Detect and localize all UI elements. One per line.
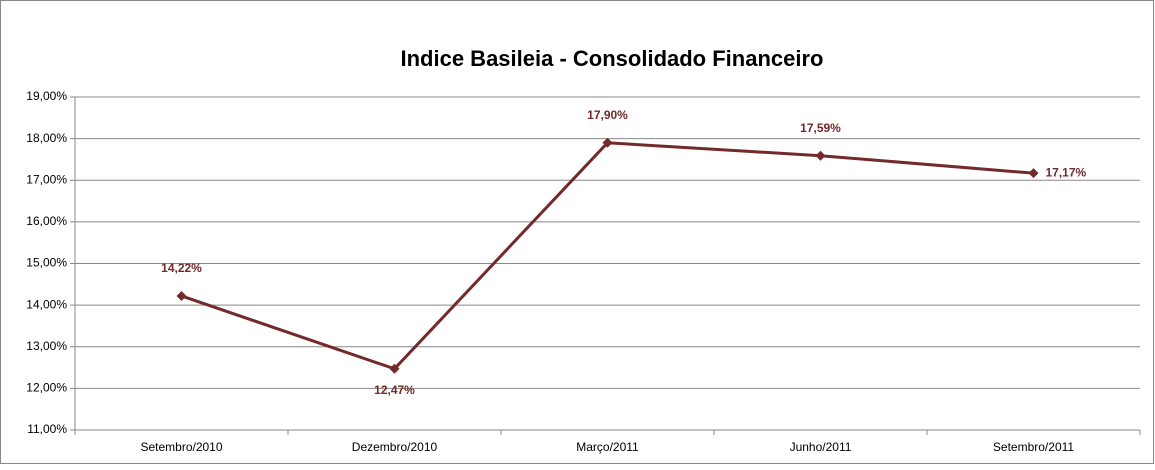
y-tick-label: 17,00% <box>26 172 67 186</box>
y-tick-label: 15,00% <box>26 256 67 270</box>
marker <box>815 150 826 161</box>
y-tick-label: 13,00% <box>26 339 67 353</box>
y-tick-label: 19,00% <box>26 89 67 103</box>
marker <box>389 363 400 374</box>
data-label: 17,17% <box>1046 165 1087 179</box>
data-label: 17,59% <box>800 121 841 135</box>
data-label: 14,22% <box>161 261 202 275</box>
y-tick-label: 12,00% <box>26 381 67 395</box>
x-tick-label: Setembro/2011 <box>993 440 1074 454</box>
x-tick-label: Setembro/2010 <box>140 440 222 454</box>
marker <box>602 137 613 148</box>
y-tick-label: 18,00% <box>26 131 67 145</box>
marker <box>1028 168 1039 179</box>
chart-title: Indice Basileia - Consolidado Financeiro <box>401 46 824 71</box>
x-tick-label: Junho/2011 <box>790 440 852 454</box>
y-tick-label: 14,00% <box>26 297 67 311</box>
marker <box>176 290 187 301</box>
x-tick-label: Dezembro/2010 <box>352 440 438 454</box>
data-label: 17,90% <box>587 108 628 122</box>
x-tick-label: Março/2011 <box>576 440 639 454</box>
data-label: 12,47% <box>374 383 415 397</box>
y-tick-label: 11,00% <box>27 422 67 436</box>
y-tick-label: 16,00% <box>26 214 67 228</box>
